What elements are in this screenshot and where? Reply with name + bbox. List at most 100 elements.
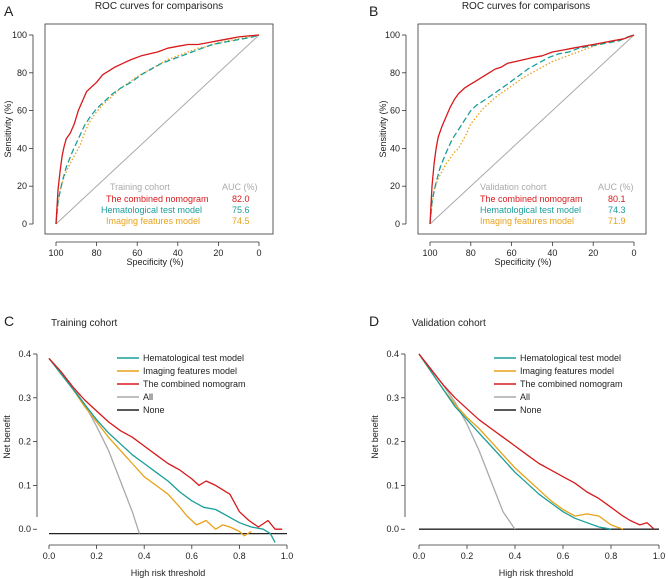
panel-a-y-tick-label: 40	[17, 143, 27, 153]
panel-d-x-tick-label: 0.0	[413, 551, 426, 561]
panel-b-y-tick-label: 80	[390, 68, 400, 78]
panel-a-y-ticks: 0 20 40 60 80 100	[12, 30, 33, 229]
panel-d-line-hematological-test-model	[418, 353, 612, 530]
panel-c-y-tick-label: 0.0	[18, 524, 31, 534]
panel-a-x-tick-label: 20	[213, 248, 223, 258]
panel-d-x-tick-label: 0.2	[461, 551, 474, 561]
panel-a-y-tick-label: 80	[17, 68, 27, 78]
panel-a-legend-combined: The combined nomogram	[106, 194, 209, 204]
panel-c-y-ticks: 0.0 0.1 0.2 0.3 0.4	[18, 349, 37, 534]
panel-b: B ROC curves for comparisons Specificity…	[369, 1, 647, 267]
panel-b-x-tick-label: 20	[588, 248, 598, 258]
panel-a-y-tick-label: 0	[22, 219, 27, 229]
panel-b-auc-imaging: 71.9	[608, 216, 626, 226]
panel-b-auc-hematological: 74.3	[608, 205, 626, 215]
panel-c-legend: Hematological test model Imaging feature…	[117, 353, 246, 415]
panel-label-b: B	[369, 3, 378, 19]
panel-b-legend-imaging: Imaging features model	[480, 216, 574, 226]
panel-c-ylabel: Net benefit	[2, 415, 12, 459]
panel-a: A ROC curves for comparisons Specificity…	[3, 1, 274, 267]
panel-c-line-hematological-test-model	[48, 358, 276, 543]
panel-c-lines	[48, 357, 287, 543]
panel-a-auc-imaging: 74.5	[232, 216, 250, 226]
panel-b-x-tick-label: 40	[547, 248, 557, 258]
panel-d-legend-hematological: Hematological test model	[520, 353, 621, 363]
panel-b-legend-combined: The combined nomogram	[480, 194, 583, 204]
panel-c-title: Training cohort	[51, 318, 118, 329]
panel-c-xlabel: High risk threshold	[131, 568, 206, 578]
panel-b-lines	[429, 34, 635, 225]
panel-c-y-tick-label: 0.2	[18, 437, 31, 447]
panel-b-xlabel: Specificity (%)	[494, 257, 551, 267]
panel-a-x-tick-label: 60	[132, 248, 142, 258]
panel-c-x-tick-label: 0.2	[90, 551, 103, 561]
panel-d-y-tick-label: 0.4	[386, 349, 399, 359]
panel-a-legend-header: Training cohort	[110, 182, 170, 192]
panel-c-x-tick-label: 0.6	[186, 551, 199, 561]
panel-d-y-tick-label: 0.1	[386, 480, 399, 490]
panel-d-line-all	[418, 353, 516, 530]
panel-a-x-tick-label: 40	[173, 248, 183, 258]
panel-d-x-tick-label: 1.0	[653, 551, 666, 561]
panel-c-x-ticks: 0.0 0.2 0.4 0.6 0.8 1.0	[43, 545, 294, 561]
panel-d-line-imaging-features-model	[418, 353, 624, 530]
panel-a-legend-hematological: Hematological test model	[101, 205, 202, 215]
panel-a-auc-hematological: 75.6	[232, 205, 250, 215]
panel-b-line-the-combined-nomogram	[429, 34, 635, 225]
panel-c-legend-all: All	[143, 392, 153, 402]
panel-b-line-reference	[429, 34, 635, 225]
panel-b-x-ticks: 100 80 60 40 20 0	[422, 242, 637, 258]
panel-b-legend: Validation cohort AUC (%) The combined n…	[480, 182, 634, 226]
panel-b-y-tick-label: 0	[395, 219, 400, 229]
panel-a-title: ROC curves for comparisons	[95, 1, 223, 12]
panel-b-y-tick-label: 100	[385, 30, 400, 40]
panel-b-frame	[417, 23, 647, 235]
panel-a-x-ticks: 100 80 60 40 20 0	[48, 242, 262, 258]
panel-a-auc-combined: 82.0	[232, 194, 250, 204]
panel-d-x-ticks: 0.0 0.2 0.4 0.6 0.8 1.0	[413, 545, 666, 561]
panel-a-x-tick-label: 100	[48, 248, 63, 258]
panel-c-line-imaging-features-model	[48, 358, 252, 537]
panel-d-ylabel: Net benefit	[370, 415, 380, 459]
panel-a-x-tick-label: 0	[256, 248, 261, 258]
panel-label-d: D	[369, 313, 379, 329]
panel-b-x-tick-label: 100	[422, 248, 437, 258]
panel-d-xlabel: High risk threshold	[499, 568, 574, 578]
panel-c-legend-combined: The combined nomogram	[143, 379, 246, 389]
panel-b-line-imaging-features-model	[429, 34, 635, 225]
panel-a-xlabel: Specificity (%)	[126, 257, 183, 267]
panel-b-auc-combined: 80.1	[608, 194, 626, 204]
panel-b-legend-header: Validation cohort	[480, 182, 547, 192]
panel-b-x-tick-label: 0	[631, 248, 636, 258]
panel-b-y-tick-label: 20	[390, 181, 400, 191]
panel-d-y-tick-label: 0.2	[386, 437, 399, 447]
panel-d-legend-combined: The combined nomogram	[520, 379, 623, 389]
panel-label-c: C	[4, 313, 14, 329]
panel-d-y-ticks: 0.0 0.1 0.2 0.3 0.4	[386, 349, 405, 534]
panel-c-x-tick-label: 0.8	[233, 551, 246, 561]
panel-b-y-tick-label: 40	[390, 143, 400, 153]
panel-d-line-the-combined-nomogram	[418, 353, 655, 530]
panel-a-line-hematological-test-model	[55, 34, 260, 225]
panel-a-legend-imaging: Imaging features model	[106, 216, 200, 226]
panel-b-x-tick-label: 80	[466, 248, 476, 258]
panel-a-line-the-combined-nomogram	[55, 34, 260, 225]
panel-c-legend-none: None	[143, 405, 165, 415]
panel-c-legend-imaging: Imaging features model	[143, 366, 237, 376]
panel-c-x-tick-label: 0.4	[138, 551, 151, 561]
panel-c-y-tick-label: 0.4	[18, 349, 31, 359]
panel-d: D Validation cohort High risk threshold …	[369, 313, 665, 578]
panel-a-line-reference	[55, 34, 260, 225]
panel-a-legend-auc-header: AUC (%)	[222, 182, 258, 192]
panel-c-x-tick-label: 1.0	[281, 551, 294, 561]
panel-b-legend-hematological: Hematological test model	[480, 205, 581, 215]
panel-b-y-tick-label: 60	[390, 106, 400, 116]
panel-c-y-tick-label: 0.3	[18, 393, 31, 403]
panel-c-legend-hematological: Hematological test model	[143, 353, 244, 363]
panel-b-x-tick-label: 60	[507, 248, 517, 258]
panel-d-y-tick-label: 0.3	[386, 393, 399, 403]
panel-a-y-tick-label: 100	[12, 30, 27, 40]
panel-a-y-tick-label: 20	[17, 181, 27, 191]
panel-d-x-tick-label: 0.8	[605, 551, 618, 561]
